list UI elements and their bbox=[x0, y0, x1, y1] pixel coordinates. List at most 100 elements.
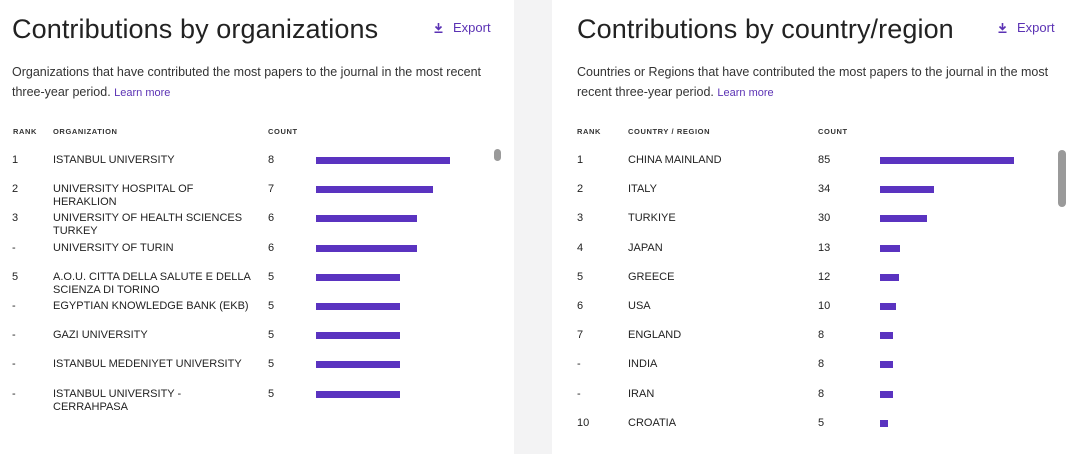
count-bar bbox=[316, 303, 400, 310]
export-label: Export bbox=[1017, 20, 1055, 35]
row-rank: 10 bbox=[577, 416, 590, 429]
row-rank: 4 bbox=[577, 241, 584, 254]
export-button[interactable]: Export bbox=[434, 20, 491, 35]
table-row: 4 JAPAN 13 bbox=[552, 242, 1080, 271]
row-count: 5 bbox=[268, 358, 275, 371]
row-rank: 3 bbox=[12, 212, 19, 225]
row-count: 8 bbox=[268, 154, 275, 166]
row-rank: - bbox=[577, 387, 581, 400]
row-name: GAZI UNIVERSITY bbox=[53, 329, 148, 342]
table-row: - ISTANBUL UNIVERSITY - CERRAHPASA 5 bbox=[0, 388, 514, 417]
count-bar bbox=[316, 244, 417, 252]
row-rank: 5 bbox=[12, 270, 19, 283]
count-bar bbox=[880, 390, 893, 398]
count-bar bbox=[880, 186, 934, 194]
organization-column-header: ORGANIZATION bbox=[53, 127, 118, 136]
country-column-header: COUNTRY / REGION bbox=[628, 127, 711, 136]
count-bar bbox=[880, 361, 893, 369]
row-name: ITALY bbox=[628, 183, 657, 196]
count-column-header: COUNT bbox=[818, 127, 848, 136]
row-count: 8 bbox=[818, 387, 825, 400]
table-row: 2 ITALY 34 bbox=[552, 183, 1080, 212]
export-label: Export bbox=[453, 20, 491, 35]
row-name: INDIA bbox=[628, 358, 658, 371]
count-bar bbox=[880, 303, 896, 310]
count-bar bbox=[316, 157, 450, 164]
row-name: USA bbox=[628, 300, 651, 312]
row-count: 8 bbox=[818, 329, 825, 342]
row-rank: 5 bbox=[577, 270, 584, 283]
panel-title: Contributions by country/region bbox=[577, 14, 954, 44]
row-name: CHINA MAINLAND bbox=[628, 154, 722, 166]
count-bar bbox=[316, 332, 400, 340]
row-count: 6 bbox=[268, 212, 275, 225]
count-bar bbox=[880, 419, 888, 427]
count-bar bbox=[316, 273, 400, 281]
row-name: EGYPTIAN KNOWLEDGE BANK (EKB) bbox=[53, 300, 249, 312]
row-name: ISTANBUL MEDENIYET UNIVERSITY bbox=[53, 358, 242, 371]
table-row: 7 ENGLAND 8 bbox=[552, 329, 1080, 358]
row-count: 12 bbox=[818, 270, 831, 283]
export-button[interactable]: Export bbox=[998, 20, 1055, 35]
table-row: 1 ISTANBUL UNIVERSITY 8 bbox=[0, 154, 514, 183]
row-rank: 1 bbox=[577, 154, 584, 166]
count-bar bbox=[880, 157, 1014, 164]
table-row: - IRAN 8 bbox=[552, 388, 1080, 417]
count-bar bbox=[316, 390, 400, 398]
row-name: GREECE bbox=[628, 270, 675, 283]
row-name: UNIVERSITY OF HEALTH SCIENCES TURKEY bbox=[53, 212, 243, 238]
row-rank: 7 bbox=[577, 329, 584, 342]
count-bar bbox=[880, 215, 927, 223]
row-count: 8 bbox=[818, 358, 825, 371]
row-rank: - bbox=[12, 358, 16, 371]
row-count: 6 bbox=[268, 241, 275, 254]
row-count: 85 bbox=[818, 154, 831, 166]
table-row: 6 USA 10 bbox=[552, 300, 1080, 329]
row-rank: 6 bbox=[577, 300, 584, 312]
row-rank: - bbox=[12, 300, 16, 312]
row-name: TURKIYE bbox=[628, 212, 676, 225]
row-count: 34 bbox=[818, 183, 831, 196]
row-rank: 2 bbox=[577, 183, 584, 196]
row-rank: - bbox=[12, 387, 16, 400]
row-rank: 2 bbox=[12, 183, 19, 196]
table-row: - EGYPTIAN KNOWLEDGE BANK (EKB) 5 bbox=[0, 300, 514, 329]
count-column-header: COUNT bbox=[268, 127, 298, 136]
row-rank: 3 bbox=[577, 212, 584, 225]
row-name: UNIVERSITY HOSPITAL OF HERAKLION bbox=[53, 183, 194, 209]
rank-column-header: RANK bbox=[577, 127, 602, 136]
count-bar bbox=[316, 186, 433, 194]
rank-column-header: RANK bbox=[13, 127, 38, 136]
row-name: IRAN bbox=[628, 387, 655, 400]
learn-more-link[interactable]: Learn more bbox=[114, 87, 171, 99]
count-bar bbox=[880, 273, 899, 281]
organizations-panel: Contributions by organizations Export Or… bbox=[0, 0, 514, 454]
row-count: 5 bbox=[268, 300, 275, 312]
row-count: 7 bbox=[268, 183, 275, 196]
row-rank: 1 bbox=[12, 154, 19, 166]
row-name: JAPAN bbox=[628, 241, 663, 254]
row-name: ISTANBUL UNIVERSITY bbox=[53, 154, 175, 166]
row-rank: - bbox=[12, 329, 16, 342]
scrollbar-thumb[interactable] bbox=[494, 149, 501, 161]
table-row: 3 TURKIYE 30 bbox=[552, 212, 1080, 241]
row-name: CROATIA bbox=[628, 416, 677, 429]
row-rank: - bbox=[12, 241, 16, 254]
row-count: 13 bbox=[818, 241, 831, 254]
row-count: 30 bbox=[818, 212, 831, 225]
scrollbar-thumb[interactable] bbox=[1058, 150, 1066, 207]
table-row: 5 GREECE 12 bbox=[552, 271, 1080, 300]
row-count: 5 bbox=[268, 270, 275, 283]
download-icon bbox=[998, 22, 1007, 33]
description-text: Organizations that have contributed the … bbox=[12, 65, 482, 99]
row-count: 5 bbox=[268, 387, 275, 400]
row-name: A.O.U. CITTA DELLA SALUTE E DELLA SCIENZ… bbox=[53, 270, 251, 296]
panel-description: Organizations that have contributed the … bbox=[12, 62, 497, 103]
panel-description: Countries or Regions that have contribut… bbox=[577, 62, 1062, 103]
row-count: 5 bbox=[818, 416, 825, 429]
learn-more-link[interactable]: Learn more bbox=[717, 87, 774, 99]
row-name: ISTANBUL UNIVERSITY - CERRAHPASA bbox=[53, 387, 182, 413]
download-icon bbox=[434, 22, 443, 33]
count-bar bbox=[316, 361, 400, 369]
count-bar bbox=[316, 215, 417, 223]
